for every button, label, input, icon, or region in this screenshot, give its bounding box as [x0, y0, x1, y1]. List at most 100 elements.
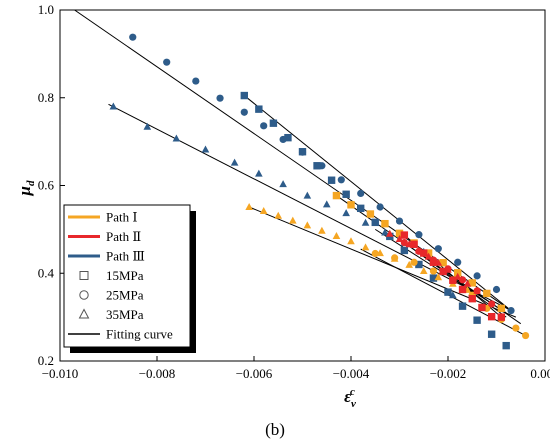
fitting-curve — [360, 248, 526, 336]
data-point — [458, 302, 467, 310]
data-point — [259, 206, 268, 214]
data-point — [405, 260, 413, 268]
data-point — [434, 273, 443, 281]
data-point — [342, 209, 350, 217]
data-point — [347, 237, 355, 245]
data-point — [274, 211, 283, 219]
data-point — [473, 272, 481, 280]
y-axis-label-sub: d — [25, 180, 37, 186]
legend-label: 25MPa — [106, 288, 144, 303]
data-point — [492, 285, 501, 294]
x-tick-label: −0.006 — [236, 366, 273, 381]
data-point — [303, 221, 312, 229]
legend-box — [63, 204, 191, 348]
legend-item: Path Ⅱ — [68, 229, 141, 244]
data-point — [434, 245, 442, 253]
x-axis-label-sup: c — [350, 386, 355, 398]
data-point — [400, 231, 409, 239]
data-point — [240, 91, 249, 100]
data-point — [390, 254, 399, 262]
data-point — [449, 276, 457, 284]
x-tick-label: −0.002 — [430, 366, 467, 381]
y-tick-label: 0.4 — [38, 265, 55, 280]
legend-item: Fitting curve — [68, 327, 173, 342]
data-point — [289, 216, 297, 224]
legend-item: 15MPa — [79, 268, 144, 283]
data-point — [318, 162, 326, 170]
data-point — [400, 246, 409, 255]
data-point — [342, 190, 350, 198]
y-tick-label: 0.8 — [38, 90, 54, 105]
x-tick-label: −0.008 — [139, 366, 176, 381]
legend-item: 25MPa — [79, 288, 144, 303]
x-axis-label-main: ε — [344, 387, 351, 406]
data-point — [371, 218, 379, 227]
data-point — [327, 176, 336, 184]
x-tick-label: −0.004 — [333, 366, 370, 381]
data-point — [357, 189, 365, 197]
data-point — [468, 294, 476, 303]
data-point — [279, 135, 287, 144]
data-point — [454, 258, 462, 266]
data-point — [395, 235, 404, 243]
data-point — [497, 313, 506, 321]
data-point — [415, 231, 423, 239]
data-point — [487, 330, 496, 338]
data-point — [192, 77, 200, 85]
y-axis-label-main: μ — [15, 186, 34, 196]
legend-label: Path Ⅲ — [106, 249, 145, 264]
data-point — [279, 180, 287, 188]
y-axis-label: μd — [15, 180, 37, 196]
data-point — [424, 252, 433, 260]
panel-label: (b) — [265, 420, 285, 439]
data-point — [143, 122, 152, 130]
legend-item: Path Ⅲ — [68, 249, 145, 264]
data-point — [376, 249, 384, 257]
data-point — [347, 201, 355, 209]
data-point — [434, 258, 443, 266]
data-point — [444, 288, 452, 296]
data-point — [260, 122, 268, 130]
data-point — [458, 285, 467, 294]
y-tick-label: 0.2 — [38, 353, 54, 368]
x-axis-label-sub: v — [351, 398, 356, 410]
data-point — [322, 200, 331, 208]
data-point — [381, 228, 389, 236]
legend-label: Fitting curve — [106, 327, 173, 342]
data-point — [318, 226, 326, 234]
legend-label: Path Ⅰ — [106, 210, 138, 225]
data-point — [512, 324, 520, 332]
data-point — [458, 276, 467, 284]
fitting-curve — [243, 95, 512, 311]
data-point — [201, 145, 210, 153]
data-point — [410, 258, 418, 266]
data-point — [502, 341, 510, 350]
data-point — [405, 240, 413, 248]
legend-label: 15MPa — [106, 268, 144, 283]
legend-swatch — [79, 290, 89, 300]
data-point — [395, 217, 404, 225]
legend-label: 35MPa — [106, 307, 144, 322]
data-point — [449, 291, 457, 299]
data-point — [361, 243, 370, 251]
data-point — [453, 272, 462, 280]
data-point — [332, 231, 341, 239]
data-point — [255, 105, 263, 113]
data-point — [163, 58, 171, 66]
data-point — [129, 33, 137, 41]
x-axis-label: εvc — [344, 386, 356, 410]
data-point — [216, 94, 224, 102]
data-point — [488, 300, 496, 308]
data-point — [245, 202, 253, 210]
data-point — [230, 158, 239, 166]
x-tick-label: −0.010 — [42, 366, 79, 381]
data-point — [337, 176, 345, 184]
data-point — [357, 204, 365, 213]
data-point — [269, 119, 278, 127]
data-point — [463, 279, 472, 287]
data-point — [376, 203, 384, 211]
data-point — [419, 267, 428, 275]
data-point — [473, 286, 481, 294]
data-point — [332, 191, 341, 200]
